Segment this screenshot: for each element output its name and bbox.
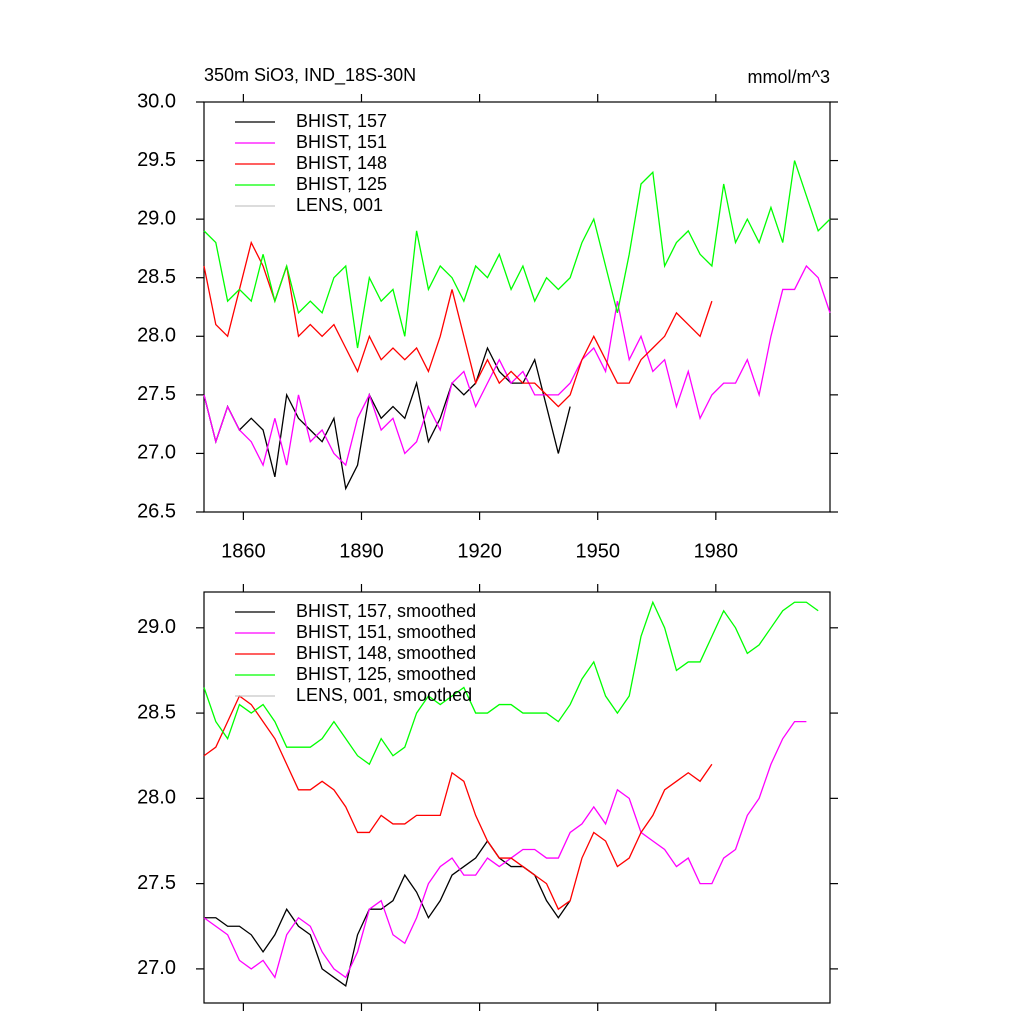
x-tick-label: 1950 <box>575 540 620 562</box>
y-tick-label: 27.5 <box>137 383 176 405</box>
chart-title: 350m SiO3, IND_18S-30N <box>204 65 416 86</box>
x-tick-label: 1980 <box>694 540 739 562</box>
data-line <box>203 240 713 408</box>
y-tick-label: 28.5 <box>137 266 176 288</box>
x-tick-label: 1890 <box>339 540 384 562</box>
y-tick-label: 30.0 <box>137 90 176 112</box>
plot-frame <box>203 591 831 1004</box>
legend-label: LENS, 001 <box>296 195 383 215</box>
x-tick-label: 1860 <box>221 540 266 562</box>
legend-label: BHIST, 151, smoothed <box>296 622 476 642</box>
y-tick-label: 29.0 <box>137 207 176 229</box>
y-tick-label: 28.0 <box>137 787 176 809</box>
legend-label: BHIST, 157, smoothed <box>296 601 476 621</box>
data-line <box>203 160 831 349</box>
legend-label: LENS, 001, smoothed <box>296 685 472 705</box>
legend-label: BHIST, 148, smoothed <box>296 643 476 663</box>
y-tick-label: 28.5 <box>137 701 176 723</box>
legend-label: BHIST, 125 <box>296 174 387 194</box>
data-line <box>203 346 571 491</box>
legend-label: BHIST, 157 <box>296 111 387 131</box>
y-tick-label: 27.5 <box>137 872 176 894</box>
y-tick-label: 29.5 <box>137 149 176 171</box>
y-tick-label: 28.0 <box>137 325 176 347</box>
legend-label: BHIST, 125, smoothed <box>296 664 476 684</box>
y-tick-label: 26.5 <box>137 500 176 522</box>
y-tick-label: 29.0 <box>137 616 176 638</box>
data-line <box>203 695 713 911</box>
plot-frame <box>203 101 831 513</box>
y-tick-label: 27.0 <box>137 442 176 464</box>
legend-label: BHIST, 151 <box>296 132 387 152</box>
data-line <box>203 720 807 979</box>
x-tick-label: 1920 <box>457 540 502 562</box>
data-line <box>204 839 571 988</box>
data-line <box>203 600 819 766</box>
data-line <box>203 264 831 467</box>
units-label: mmol/m^3 <box>748 67 830 87</box>
y-tick-label: 27.0 <box>137 957 176 979</box>
legend-label: BHIST, 148 <box>296 153 387 173</box>
